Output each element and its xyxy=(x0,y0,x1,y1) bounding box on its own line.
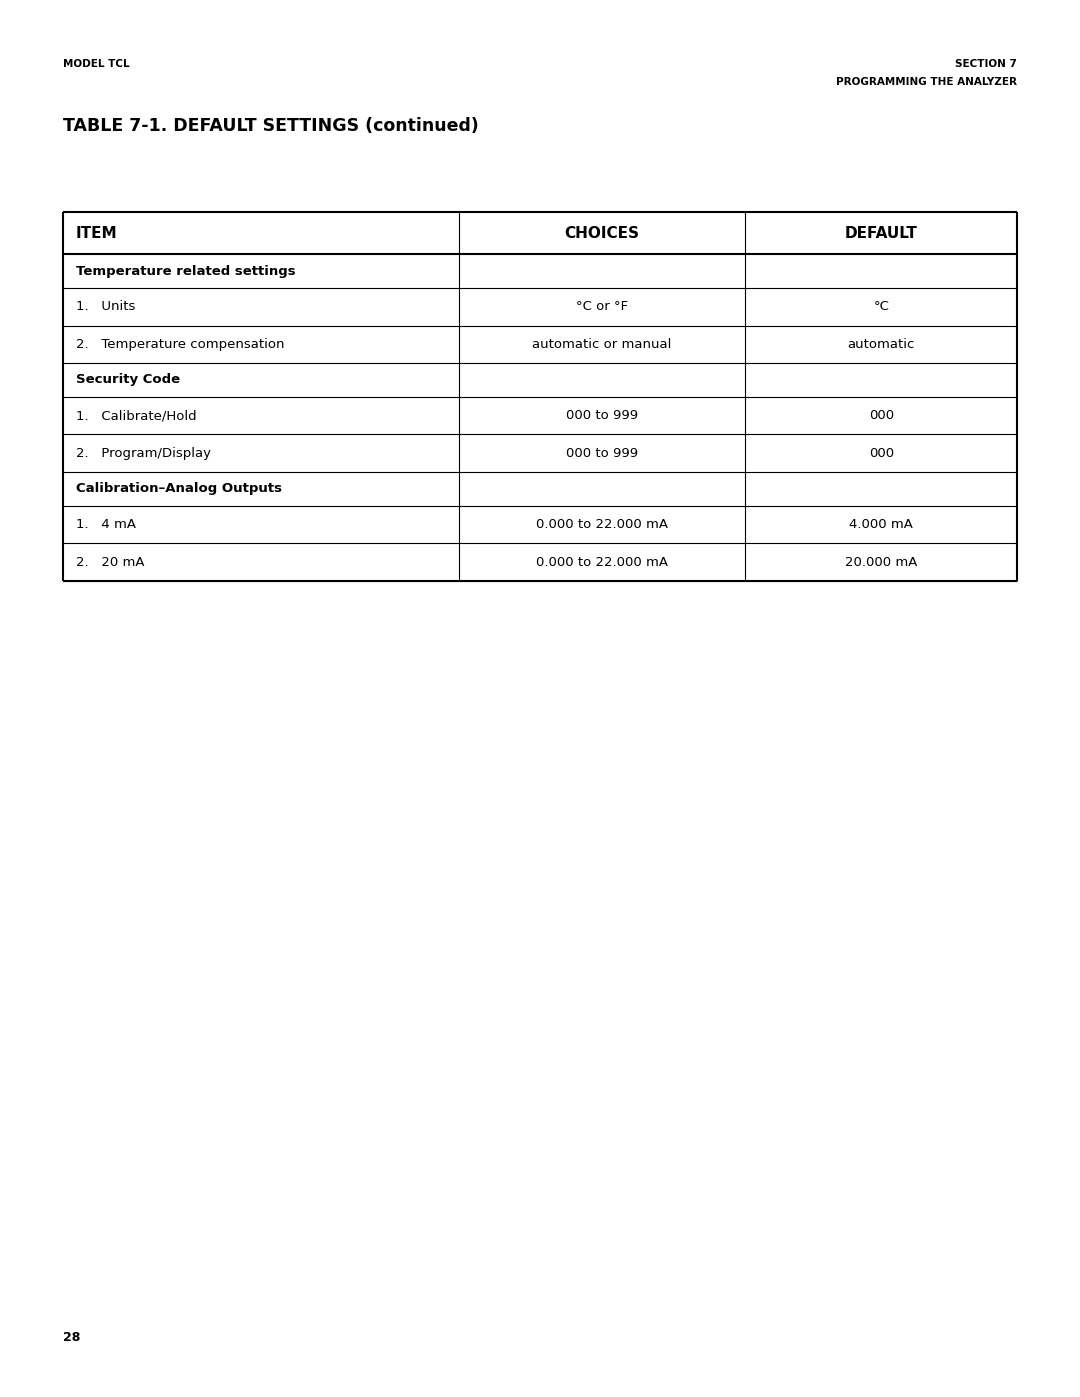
Text: 2.   20 mA: 2. 20 mA xyxy=(76,556,144,569)
Text: 2.   Temperature compensation: 2. Temperature compensation xyxy=(76,338,284,351)
Text: TABLE 7-1. DEFAULT SETTINGS (continued): TABLE 7-1. DEFAULT SETTINGS (continued) xyxy=(63,117,478,136)
Text: automatic or manual: automatic or manual xyxy=(532,338,672,351)
Text: °C: °C xyxy=(874,300,889,313)
Text: 1.   Calibrate/Hold: 1. Calibrate/Hold xyxy=(76,409,197,422)
Text: °C or °F: °C or °F xyxy=(576,300,629,313)
Text: 000 to 999: 000 to 999 xyxy=(566,409,638,422)
Text: SECTION 7: SECTION 7 xyxy=(956,59,1017,68)
Text: 0.000 to 22.000 mA: 0.000 to 22.000 mA xyxy=(536,518,669,531)
Text: 000: 000 xyxy=(868,447,894,460)
Text: 20.000 mA: 20.000 mA xyxy=(846,556,918,569)
Text: MODEL TCL: MODEL TCL xyxy=(63,59,130,68)
Text: Calibration–Analog Outputs: Calibration–Analog Outputs xyxy=(76,482,282,496)
Text: Temperature related settings: Temperature related settings xyxy=(76,264,295,278)
Text: automatic: automatic xyxy=(848,338,915,351)
Text: ITEM: ITEM xyxy=(76,226,118,240)
Text: 4.000 mA: 4.000 mA xyxy=(849,518,914,531)
Text: 1.   Units: 1. Units xyxy=(76,300,135,313)
Text: PROGRAMMING THE ANALYZER: PROGRAMMING THE ANALYZER xyxy=(836,77,1017,87)
Text: 28: 28 xyxy=(63,1331,80,1344)
Text: CHOICES: CHOICES xyxy=(565,226,639,240)
Text: 1.   4 mA: 1. 4 mA xyxy=(76,518,136,531)
Text: Security Code: Security Code xyxy=(76,373,179,387)
Text: 0.000 to 22.000 mA: 0.000 to 22.000 mA xyxy=(536,556,669,569)
Text: DEFAULT: DEFAULT xyxy=(845,226,918,240)
Text: 000: 000 xyxy=(868,409,894,422)
Text: 000 to 999: 000 to 999 xyxy=(566,447,638,460)
Text: 2.   Program/Display: 2. Program/Display xyxy=(76,447,211,460)
